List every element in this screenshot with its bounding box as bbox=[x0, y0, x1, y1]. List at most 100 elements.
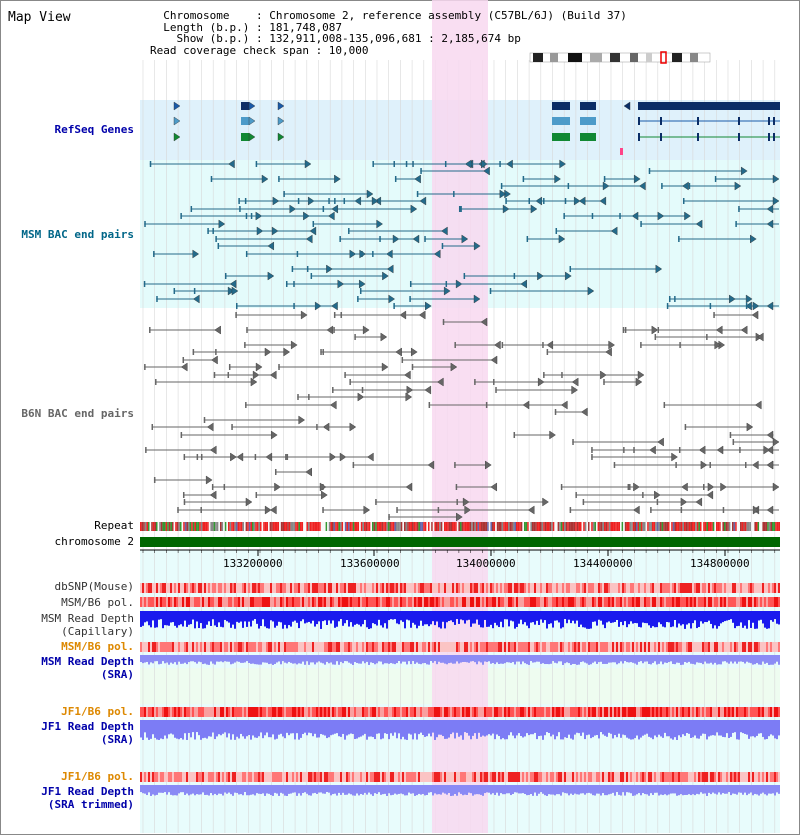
depth-bar bbox=[568, 611, 570, 620]
heat-cell bbox=[142, 583, 144, 593]
b6n-bac-pair-end bbox=[569, 507, 572, 513]
heat-cell bbox=[682, 707, 684, 717]
depth-bar bbox=[386, 720, 388, 734]
refseq-genes-track[interactable] bbox=[173, 101, 780, 142]
heat-cell bbox=[468, 642, 470, 652]
heat-cell bbox=[598, 772, 600, 782]
depth-bar bbox=[542, 611, 544, 623]
heat-cell bbox=[326, 597, 328, 607]
heat-cell bbox=[546, 583, 548, 593]
heat-cell bbox=[388, 583, 390, 593]
heat-cell bbox=[304, 583, 306, 593]
jf1-b6-pol-track[interactable] bbox=[140, 707, 780, 717]
msm-b6-pol-sra-track[interactable] bbox=[140, 642, 780, 652]
msm-bac-pair-end-arrow bbox=[366, 189, 374, 199]
msm-read-depth-sra-track[interactable] bbox=[140, 655, 780, 665]
heat-cell bbox=[440, 707, 442, 717]
depth-bar bbox=[290, 720, 292, 734]
jf1-read-depth-trimmed-track[interactable] bbox=[140, 785, 780, 796]
dbsnp-track[interactable] bbox=[140, 583, 780, 593]
heat-cell bbox=[428, 707, 430, 717]
jf1-b6-pol-trimmed-track[interactable] bbox=[140, 772, 780, 782]
heat-cell bbox=[324, 597, 326, 607]
depth-bar bbox=[750, 611, 752, 628]
depth-bar bbox=[360, 655, 362, 664]
msm-bac-pair-end-arrow bbox=[231, 286, 239, 296]
heat-cell bbox=[220, 707, 222, 717]
heat-cell bbox=[640, 772, 642, 782]
depth-bar bbox=[344, 655, 346, 662]
heat-cell bbox=[778, 597, 780, 607]
b6n-bac-label[interactable]: B6N BAC end pairs bbox=[21, 407, 134, 420]
heat-cell bbox=[310, 597, 312, 607]
depth-bar bbox=[650, 611, 652, 628]
chromosome-bar[interactable] bbox=[140, 537, 780, 547]
heat-cell bbox=[744, 583, 746, 593]
heat-cell bbox=[728, 772, 730, 782]
heat-cell bbox=[674, 583, 676, 593]
depth-bar bbox=[748, 785, 750, 794]
depth-bar bbox=[298, 785, 300, 794]
depth-bar bbox=[664, 785, 666, 795]
depth-bar bbox=[274, 720, 276, 740]
msm-bac-end-pairs-track[interactable] bbox=[143, 159, 780, 311]
depth-bar bbox=[676, 720, 678, 740]
depth-bar bbox=[360, 720, 362, 737]
refseq-genes-label[interactable]: RefSeq Genes bbox=[54, 123, 134, 136]
msm-bac-pair-end bbox=[668, 296, 671, 302]
chromosome-ideogram[interactable] bbox=[529, 51, 711, 64]
depth-bar bbox=[658, 785, 660, 796]
repeat-bar bbox=[487, 522, 489, 531]
depth-bar bbox=[452, 655, 454, 664]
msm-read-depth-capillary-track[interactable] bbox=[140, 611, 780, 629]
depth-bar bbox=[676, 611, 678, 628]
depth-bar bbox=[432, 785, 434, 796]
depth-bar bbox=[348, 655, 350, 663]
depth-bar bbox=[552, 611, 554, 628]
highlight-region[interactable] bbox=[432, 0, 488, 833]
repeat-track[interactable] bbox=[140, 522, 780, 531]
heat-cell bbox=[358, 772, 360, 782]
jf1-read-depth-sra-track[interactable] bbox=[140, 720, 780, 740]
depth-bar bbox=[496, 720, 498, 735]
heat-cell bbox=[174, 772, 176, 782]
depth-bar bbox=[238, 611, 240, 623]
heat-cell bbox=[234, 597, 236, 607]
msm-bac-label[interactable]: MSM BAC end pairs bbox=[21, 228, 134, 241]
depth-bar bbox=[594, 611, 596, 622]
heat-cell bbox=[462, 583, 464, 593]
depth-bar bbox=[660, 655, 662, 662]
heat-cell bbox=[176, 707, 178, 717]
depth-bar bbox=[638, 611, 640, 627]
repeat-bar bbox=[231, 522, 233, 531]
b6n-bac-pair-end-arrow bbox=[265, 452, 273, 462]
heat-cell bbox=[210, 583, 212, 593]
depth-bar bbox=[660, 720, 662, 737]
depth-bar bbox=[614, 655, 616, 663]
repeat-bar bbox=[474, 522, 476, 531]
b6n-bac-pair-end bbox=[211, 484, 214, 490]
heat-cell bbox=[254, 583, 256, 593]
depth-bar bbox=[506, 785, 508, 794]
heat-cell bbox=[278, 707, 280, 717]
heat-cell bbox=[414, 583, 416, 593]
heat-cell bbox=[758, 707, 760, 717]
heat-cell bbox=[528, 597, 530, 607]
repeat-bar bbox=[354, 522, 356, 531]
heat-cell bbox=[258, 642, 260, 652]
depth-bar bbox=[288, 720, 290, 736]
msm-b6-pol-track[interactable] bbox=[140, 597, 780, 607]
heat-cell bbox=[662, 642, 664, 652]
heat-cell bbox=[404, 642, 406, 652]
heat-cell bbox=[640, 597, 642, 607]
depth-bar bbox=[310, 720, 312, 734]
depth-bar bbox=[582, 785, 584, 794]
depth-bar bbox=[190, 785, 192, 795]
msm-bac-pair-end bbox=[359, 288, 362, 294]
repeat-bar bbox=[677, 522, 680, 531]
heat-cell bbox=[242, 642, 244, 652]
depth-bar bbox=[542, 655, 544, 664]
b6n-bac-end-pairs-track[interactable] bbox=[144, 310, 780, 522]
heat-cell bbox=[250, 772, 252, 782]
depth-bar bbox=[464, 720, 466, 733]
